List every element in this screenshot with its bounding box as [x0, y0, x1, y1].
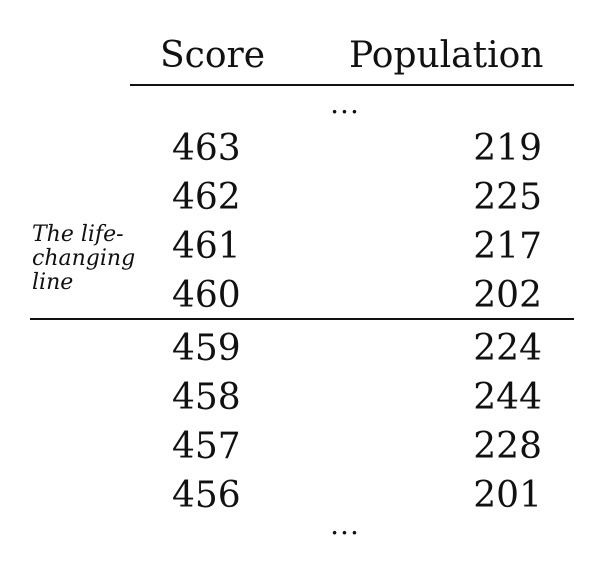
life-changing-line-rule — [30, 318, 574, 320]
life-changing-line-annotation: The life-changing line — [32, 222, 136, 295]
rows-above-line: 463 219 462 225 461 217 460 202 — [0, 124, 600, 320]
table-row: 456 201 — [0, 471, 600, 520]
table-row: 461 217 — [0, 222, 600, 271]
column-header-score: Score — [160, 35, 266, 76]
population-cell: 219 — [473, 128, 542, 169]
header-rule — [130, 84, 574, 86]
rows-below-line: 459 224 458 244 457 228 456 201 — [0, 324, 600, 520]
table-row: 458 244 — [0, 373, 600, 422]
table-row: 460 202 — [0, 271, 600, 320]
population-cell: 201 — [473, 475, 542, 516]
population-cell: 225 — [473, 177, 542, 218]
column-header-population: Population — [349, 35, 544, 76]
ellipsis-bottom: ... — [330, 508, 360, 541]
table-row: 462 225 — [0, 173, 600, 222]
population-cell: 228 — [473, 426, 542, 467]
table-row: 457 228 — [0, 422, 600, 471]
score-cell: 458 — [172, 377, 241, 418]
score-cell: 462 — [172, 177, 241, 218]
score-cell: 461 — [172, 226, 241, 267]
population-cell: 224 — [473, 328, 542, 369]
score-cell: 463 — [172, 128, 241, 169]
population-cell: 202 — [473, 275, 542, 316]
score-cell: 456 — [172, 475, 241, 516]
ellipsis-top: ... — [330, 87, 360, 120]
table-row: 463 219 — [0, 124, 600, 173]
score-cell: 460 — [172, 275, 241, 316]
score-cell: 459 — [172, 328, 241, 369]
table-row: 459 224 — [0, 324, 600, 373]
score-cell: 457 — [172, 426, 241, 467]
population-cell: 244 — [473, 377, 542, 418]
population-cell: 217 — [473, 226, 542, 267]
